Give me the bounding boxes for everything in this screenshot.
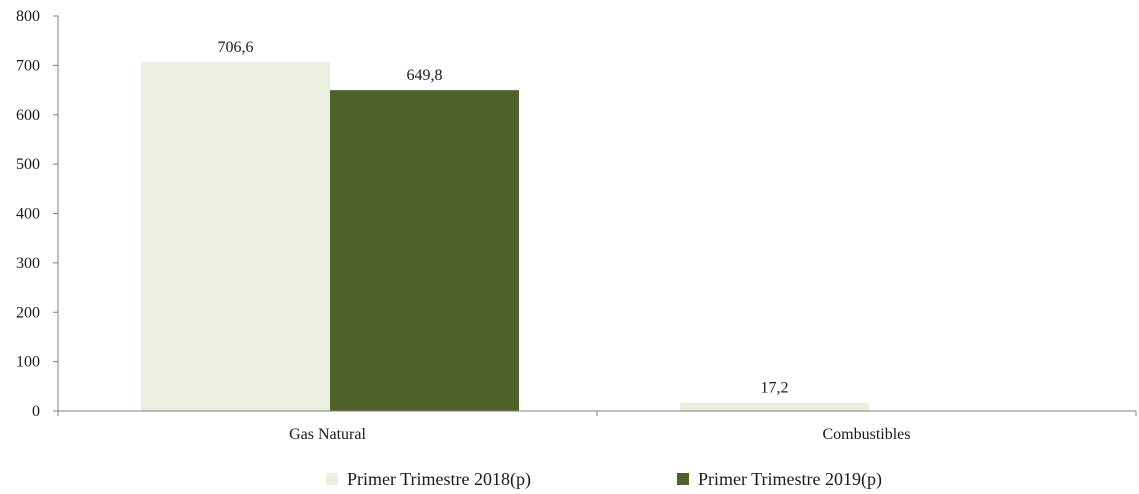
y-tick-label: 100 xyxy=(16,354,40,371)
legend-item-series-2019: Primer Trimestre 2019(p) xyxy=(677,467,882,491)
chart-legend: Primer Trimestre 2018(p) Primer Trimestr… xyxy=(0,467,1139,491)
bar-combustibles-series-0 xyxy=(680,402,869,411)
bar-chart-plot: 0 100 200 300 400 500 600 700 800 706,6 649,8 17,2 G… xyxy=(16,8,1137,443)
y-tick-label: 800 xyxy=(16,8,40,25)
y-tick-label: 400 xyxy=(16,206,40,223)
y-tick-label: 300 xyxy=(16,255,40,272)
y-tick-label: 200 xyxy=(16,304,40,321)
data-label: 17,2 xyxy=(761,380,789,397)
bar-gas-natural-series-1 xyxy=(330,90,519,411)
legend-swatch-series-2018 xyxy=(326,473,338,485)
y-tick-label: 600 xyxy=(16,107,40,124)
legend-label-series-2018: Primer Trimestre 2018(p) xyxy=(347,468,531,489)
y-tick-label: 0 xyxy=(32,403,40,420)
legend-label-series-2019: Primer Trimestre 2019(p) xyxy=(698,468,882,489)
y-tick-label: 500 xyxy=(16,156,40,173)
data-label: 706,6 xyxy=(218,39,254,56)
x-tick-label: Gas Natural xyxy=(289,426,366,443)
bar-gas-natural-series-0 xyxy=(141,62,330,412)
legend-swatch-series-2019 xyxy=(677,473,689,485)
legend-item-series-2018: Primer Trimestre 2018(p) xyxy=(326,467,531,491)
y-tick-label: 700 xyxy=(16,57,40,74)
x-tick-label: Combustibles xyxy=(822,426,910,443)
data-label: 649,8 xyxy=(407,67,443,84)
